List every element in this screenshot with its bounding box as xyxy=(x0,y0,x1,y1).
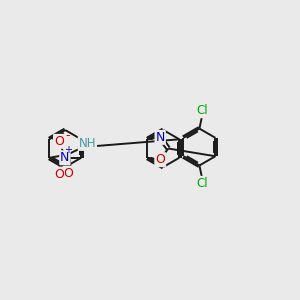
Text: Cl: Cl xyxy=(196,104,208,117)
Text: Cl: Cl xyxy=(196,177,208,190)
Text: O: O xyxy=(155,153,165,166)
Text: N: N xyxy=(155,131,165,144)
Text: O: O xyxy=(54,135,64,148)
Text: -: - xyxy=(65,129,69,142)
Text: O: O xyxy=(64,167,74,180)
Text: O: O xyxy=(54,168,64,181)
Text: N: N xyxy=(60,151,70,164)
Text: +: + xyxy=(64,145,73,155)
Text: NH: NH xyxy=(79,137,96,150)
